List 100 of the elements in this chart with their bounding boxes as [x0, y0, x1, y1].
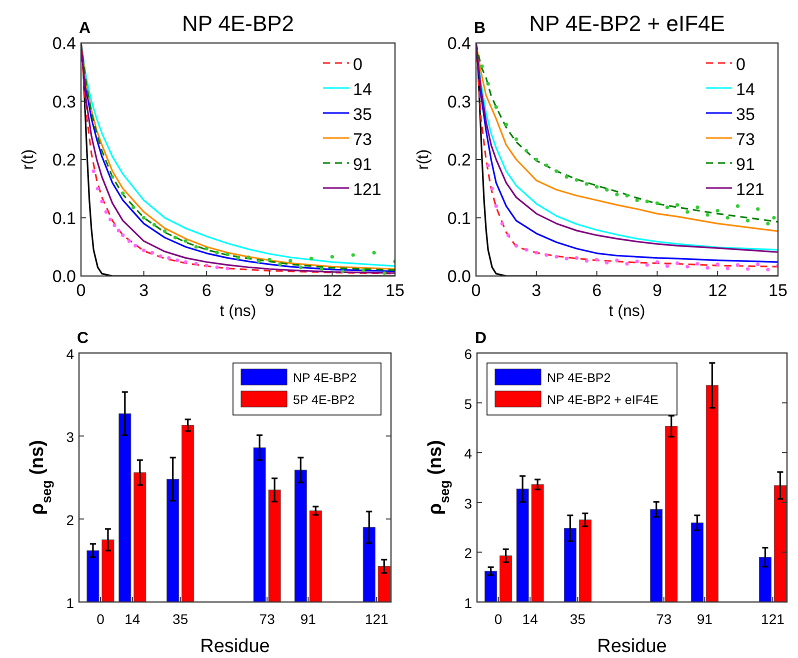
y-tick-label: 0.1: [447, 208, 471, 228]
point: [686, 210, 690, 214]
point: [92, 169, 96, 173]
point: [504, 122, 508, 126]
point: [655, 201, 659, 205]
point: [676, 203, 680, 207]
point: [204, 264, 208, 268]
point: [736, 263, 740, 267]
point: [134, 244, 138, 248]
point: [127, 239, 131, 243]
x-tick-label: 9: [264, 281, 274, 300]
point: [486, 82, 490, 86]
x-tick-label: 14: [124, 611, 140, 627]
legend-label: 14: [736, 80, 755, 99]
x-tick-label: 15: [768, 281, 788, 300]
point: [480, 64, 484, 68]
legend-label: 35: [353, 105, 372, 124]
legend-label: 121: [353, 180, 382, 199]
point: [142, 216, 146, 220]
point: [736, 204, 740, 208]
point: [112, 224, 116, 228]
x-tick-label: 0: [471, 281, 481, 300]
point: [615, 258, 619, 262]
point: [162, 229, 167, 233]
legend-label: 91: [353, 155, 372, 174]
y-tick-label: 4: [464, 446, 472, 462]
point: [506, 233, 510, 238]
point: [246, 256, 250, 260]
x-axis-title: t (ns): [220, 303, 256, 320]
point: [236, 256, 240, 260]
chart-title: NP 4E-BP2 + eIF4E: [529, 11, 725, 36]
legend-label: 73: [736, 130, 755, 149]
point: [132, 205, 136, 210]
point: [564, 256, 568, 260]
point: [726, 266, 730, 270]
point: [204, 246, 208, 250]
point: [625, 262, 629, 266]
point: [351, 253, 355, 257]
point: [584, 259, 589, 263]
point: [645, 200, 649, 204]
y-tick-label: 0.2: [447, 150, 471, 170]
point: [490, 186, 494, 190]
point: [268, 258, 272, 262]
point: [104, 210, 108, 214]
point: [382, 271, 386, 275]
point: [605, 260, 609, 264]
point: [554, 169, 558, 173]
y-tick-label: 2: [464, 545, 472, 562]
point: [320, 267, 324, 271]
x-tick-label: 12: [708, 281, 728, 300]
x-tick-label: 6: [592, 281, 602, 300]
legend-label: 0: [353, 55, 362, 74]
legend-label: 73: [353, 130, 372, 149]
legend-label: NP 4E-BP2: [547, 371, 611, 385]
x-tick-label: 9: [652, 281, 662, 300]
point: [152, 222, 156, 227]
x-axis-title: Residue: [200, 636, 270, 657]
point: [746, 218, 750, 222]
point: [756, 262, 760, 266]
x-tick-label: 0: [494, 611, 502, 627]
point: [96, 186, 100, 190]
point: [645, 263, 649, 267]
point: [110, 175, 114, 179]
point: [150, 250, 154, 254]
point: [716, 208, 720, 213]
point: [574, 178, 578, 182]
y-tick-label: 0.4: [52, 34, 76, 53]
x-tick-label: 73: [656, 611, 672, 627]
x-tick-label: 0: [76, 281, 86, 300]
y-tick-label: 0.1: [52, 208, 76, 228]
x-tick-label: 73: [259, 611, 276, 627]
point: [167, 256, 171, 260]
legend-label: 91: [736, 155, 755, 174]
point: [175, 258, 180, 262]
legend-label: 0: [736, 55, 746, 74]
y-tick-label: 1: [464, 595, 472, 611]
x-tick-label: 91: [300, 611, 316, 627]
point: [500, 222, 504, 226]
point: [142, 248, 146, 252]
x-tick-label: 35: [570, 611, 586, 627]
point: [706, 213, 710, 217]
x-tick-label: 121: [761, 611, 785, 627]
point: [514, 137, 518, 141]
point: [372, 250, 376, 254]
point: [362, 268, 366, 272]
y-tick-label: 0.3: [52, 92, 76, 112]
point: [686, 264, 690, 268]
x-tick-label: 3: [532, 281, 542, 300]
point: [564, 175, 568, 179]
x-tick-label: 14: [522, 611, 538, 627]
x-tick-label: 6: [202, 281, 212, 300]
legend-label: 14: [353, 80, 372, 99]
point: [257, 260, 261, 264]
point: [121, 233, 125, 238]
text: D: [475, 330, 487, 347]
point: [534, 158, 538, 162]
y-tick-label: 0.0: [447, 267, 471, 286]
text: A: [79, 20, 91, 37]
legend-label: 35: [736, 105, 755, 124]
point: [554, 254, 558, 259]
